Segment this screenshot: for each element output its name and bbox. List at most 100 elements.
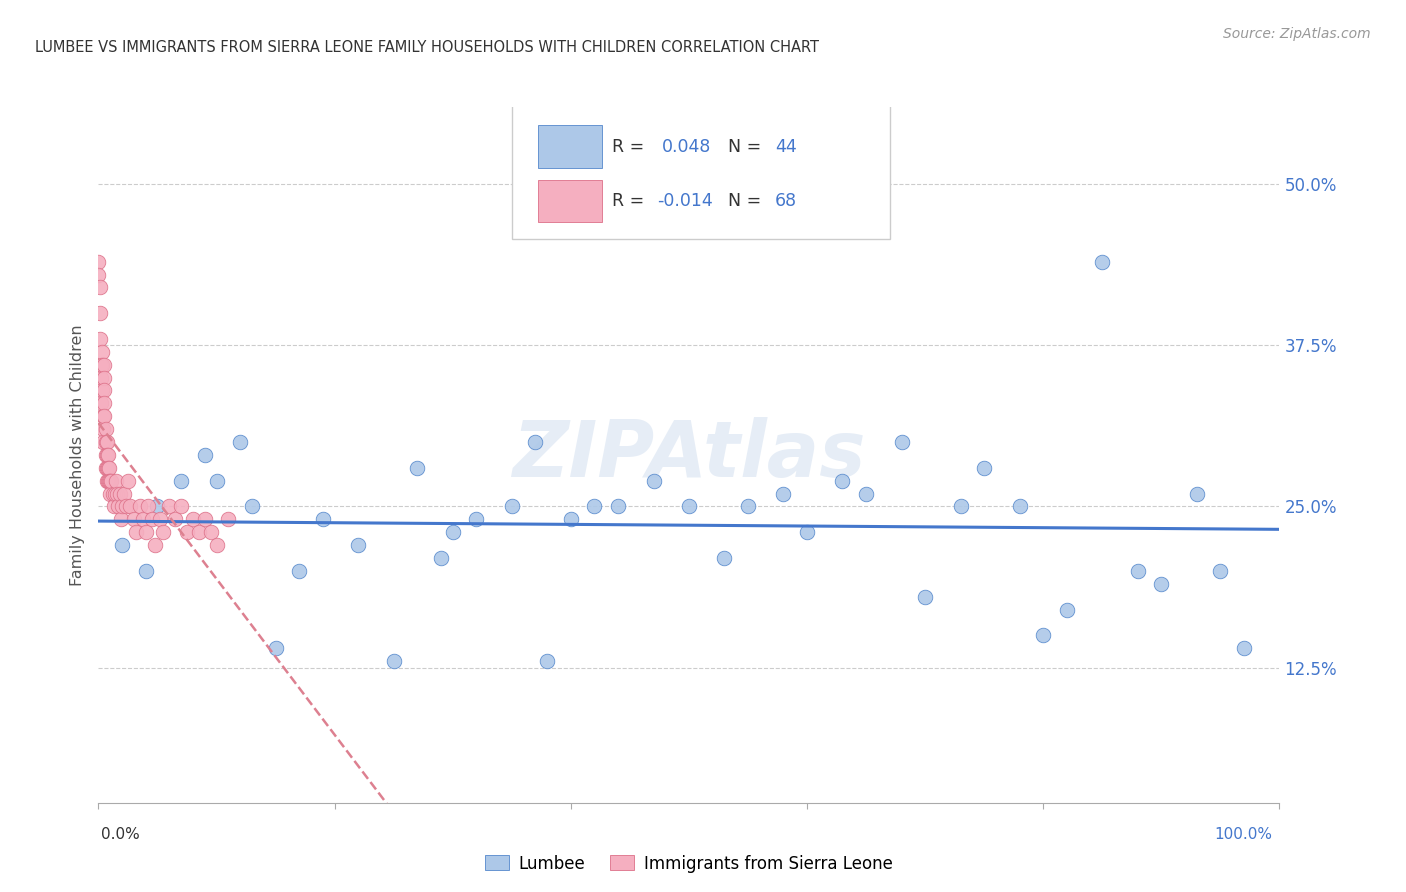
Point xyxy=(97,448,120,462)
Point xyxy=(96,448,118,462)
Point xyxy=(108,486,131,500)
Text: N =: N = xyxy=(728,192,766,210)
Point xyxy=(87,254,110,268)
Point xyxy=(312,512,335,526)
Point xyxy=(205,538,228,552)
Point xyxy=(96,460,118,475)
Point xyxy=(347,538,370,552)
Point xyxy=(111,500,134,514)
Point xyxy=(91,344,114,359)
Point xyxy=(146,500,169,514)
Text: 0.048: 0.048 xyxy=(662,137,711,156)
Point xyxy=(200,525,222,540)
Point xyxy=(678,500,700,514)
Point xyxy=(1056,602,1078,616)
Point xyxy=(96,474,118,488)
Point xyxy=(94,448,117,462)
Point xyxy=(97,474,120,488)
Point xyxy=(430,551,453,566)
Point xyxy=(117,474,139,488)
Point xyxy=(94,422,117,436)
Point xyxy=(737,500,759,514)
Text: Source: ZipAtlas.com: Source: ZipAtlas.com xyxy=(1223,27,1371,41)
Point xyxy=(91,358,114,372)
Point xyxy=(103,500,125,514)
Point xyxy=(98,486,121,500)
Text: 68: 68 xyxy=(775,192,797,210)
Legend: Lumbee, Immigrants from Sierra Leone: Lumbee, Immigrants from Sierra Leone xyxy=(478,848,900,880)
Point xyxy=(89,280,111,294)
Point xyxy=(382,654,405,668)
Point xyxy=(643,474,665,488)
Point xyxy=(96,435,118,450)
Point xyxy=(796,525,818,540)
Point xyxy=(560,512,582,526)
Point xyxy=(288,564,311,578)
Point xyxy=(170,474,193,488)
Text: LUMBEE VS IMMIGRANTS FROM SIERRA LEONE FAMILY HOUSEHOLDS WITH CHILDREN CORRELATI: LUMBEE VS IMMIGRANTS FROM SIERRA LEONE F… xyxy=(35,40,820,55)
Point xyxy=(194,512,217,526)
Point xyxy=(93,396,115,410)
Point xyxy=(87,268,110,282)
Point xyxy=(125,525,148,540)
Point xyxy=(98,474,121,488)
Point xyxy=(100,474,122,488)
Point xyxy=(110,512,132,526)
Point xyxy=(1233,641,1256,656)
Point xyxy=(105,474,128,488)
Point xyxy=(165,512,187,526)
Point xyxy=(1126,564,1149,578)
Point xyxy=(772,486,794,500)
Point xyxy=(91,384,114,398)
Point xyxy=(949,500,972,514)
Point xyxy=(89,306,111,320)
Point xyxy=(91,422,114,436)
Point xyxy=(149,512,172,526)
Point xyxy=(157,500,180,514)
Point xyxy=(90,358,112,372)
Point xyxy=(205,474,228,488)
Point xyxy=(111,538,134,552)
Point xyxy=(1150,576,1173,591)
Point xyxy=(128,500,150,514)
Point xyxy=(112,486,135,500)
FancyBboxPatch shape xyxy=(537,126,602,168)
Point xyxy=(94,460,117,475)
Point xyxy=(135,564,157,578)
FancyBboxPatch shape xyxy=(537,180,602,222)
Text: 44: 44 xyxy=(775,137,797,156)
Point xyxy=(94,435,117,450)
Text: 0.0%: 0.0% xyxy=(101,827,141,841)
Point xyxy=(973,460,995,475)
Y-axis label: Family Households with Children: Family Households with Children xyxy=(70,324,86,586)
Text: R =: R = xyxy=(612,192,650,210)
Text: R =: R = xyxy=(612,137,650,156)
Point xyxy=(187,525,209,540)
Point xyxy=(713,551,735,566)
Point xyxy=(264,641,287,656)
Point xyxy=(176,525,198,540)
Text: ZIPAtlas: ZIPAtlas xyxy=(512,417,866,493)
Point xyxy=(93,370,115,384)
Point xyxy=(170,500,193,514)
Point xyxy=(141,512,163,526)
Point xyxy=(89,332,111,346)
Point xyxy=(501,500,523,514)
Point xyxy=(98,460,121,475)
Point xyxy=(831,474,853,488)
Point xyxy=(120,500,142,514)
Text: 100.0%: 100.0% xyxy=(1215,827,1272,841)
Point xyxy=(229,435,252,450)
Point xyxy=(104,486,127,500)
Point xyxy=(181,512,204,526)
Point xyxy=(890,435,912,450)
Point xyxy=(1185,486,1208,500)
Point xyxy=(107,500,129,514)
Point xyxy=(90,370,112,384)
Point xyxy=(93,409,115,424)
Point xyxy=(406,460,429,475)
Text: N =: N = xyxy=(728,137,766,156)
Point xyxy=(855,486,877,500)
Point xyxy=(97,460,120,475)
Point xyxy=(607,500,630,514)
